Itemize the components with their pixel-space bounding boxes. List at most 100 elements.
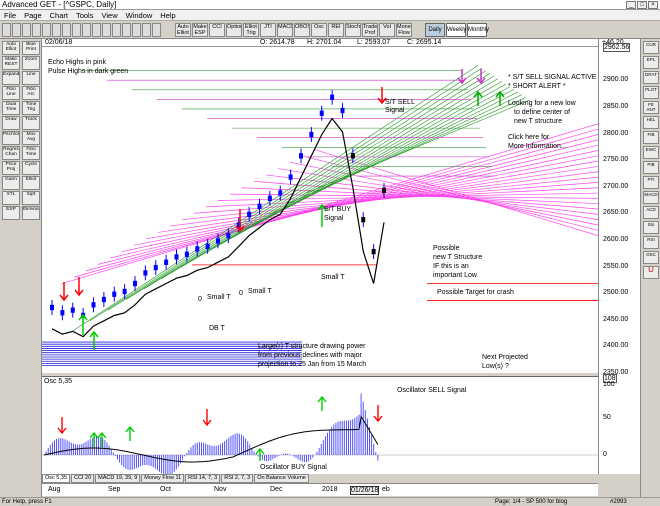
toolbar-icon-2[interactable]	[22, 23, 31, 37]
menu-chart[interactable]: Chart	[49, 10, 68, 20]
toolbar-icon-8[interactable]	[82, 23, 91, 37]
small-t-3: Small T	[321, 274, 345, 281]
tool-osc[interactable]: Osc	[311, 23, 327, 37]
left-tool-blue-print[interactable]: Blue Print	[22, 41, 40, 55]
toolbar-icon-10[interactable]	[102, 23, 111, 37]
right-tool-plot[interactable]: PLOT	[643, 86, 659, 99]
toolbar-icon-15[interactable]	[152, 23, 161, 37]
close-button[interactable]: ×	[648, 0, 658, 9]
tool-cci[interactable]: CCI	[209, 23, 225, 37]
menu-file[interactable]: File	[4, 10, 17, 20]
right-tool-pti[interactable]: PTI	[643, 176, 659, 189]
left-tool-xtl[interactable]: XTL	[2, 191, 20, 205]
toolbar-icon-14[interactable]	[142, 23, 151, 37]
right-tool-sto[interactable]: Sto	[643, 221, 659, 234]
tab-money[interactable]: Money Flow 11	[141, 474, 185, 483]
tab-osc[interactable]: Osc 5,35	[42, 474, 71, 483]
toolbar-icon-5[interactable]	[52, 23, 61, 37]
echo-line	[265, 174, 598, 215]
right-tool-drat[interactable]: DRAT	[643, 71, 659, 84]
tool-obos[interactable]: OBOS	[294, 23, 310, 37]
toolbar-icon-12[interactable]	[122, 23, 131, 37]
left-tool-auto-elliot[interactable]: Auto Elliot	[2, 41, 20, 55]
tool-make-esp[interactable]: Make ESP	[192, 23, 208, 37]
left-tool-regres-chan[interactable]: Regres Chan	[2, 146, 20, 160]
right-tool-epl[interactable]: EPL	[643, 56, 659, 69]
left-tool-pitchfork[interactable]: Pitchfork	[2, 131, 20, 145]
tool-money-flow[interactable]: Money Flow	[396, 23, 412, 37]
oscillator-panel[interactable]: Osc 5,35 Oscillator SELL Signal Oscillat…	[42, 376, 598, 474]
menu-view[interactable]: View	[101, 10, 118, 20]
tab-on[interactable]: On Balance Volume	[254, 474, 309, 483]
menu-help[interactable]: Help	[160, 10, 176, 20]
left-tool-fibo-arc[interactable]: Fibo Arc	[22, 86, 40, 100]
toolbar-icon-4[interactable]	[42, 23, 51, 37]
price-chart[interactable]: Echo Highs in pink Pulse Highs in dark g…	[42, 47, 598, 373]
menu-window[interactable]: Window	[125, 10, 153, 20]
left-tool-line[interactable]: Line	[22, 71, 40, 85]
right-tool-fib[interactable]: FIB	[643, 131, 659, 144]
menu-page[interactable]: Page	[24, 10, 42, 20]
left-tool-zoom[interactable]: Zoom	[22, 56, 40, 70]
left-tool-cycle[interactable]: Cycle	[22, 161, 40, 175]
period-weekly[interactable]: Weekly	[446, 23, 467, 37]
tool-macd[interactable]: MACD	[277, 23, 293, 37]
more-info-link[interactable]: More Information...	[508, 143, 567, 150]
left-tool-fibo-line[interactable]: Fibo Line	[2, 86, 20, 100]
left-tool-eliminator[interactable]: Eliminator	[22, 206, 40, 220]
toolbar-icon-11[interactable]	[112, 23, 121, 37]
toolbar-icon-13[interactable]	[132, 23, 141, 37]
tool-trade-prof[interactable]: Trade Prof	[362, 23, 378, 37]
tool-stoch[interactable]: Stoch	[345, 23, 361, 37]
osc-arrowhead	[97, 431, 107, 439]
left-tool-gann[interactable]: Gann	[2, 176, 20, 190]
tab-macd[interactable]: MACD 19, 39, 9	[95, 474, 141, 483]
left-tool-price-proj[interactable]: Price Proj	[2, 161, 20, 175]
left-tool-elliot[interactable]: Elliot	[22, 176, 40, 190]
period-monthly[interactable]: Monthly	[467, 23, 489, 37]
left-tool-esp[interactable]: ESP	[2, 206, 20, 220]
price-tick: 2500.00	[603, 289, 629, 297]
osc-signal-line	[43, 415, 379, 463]
left-tool-draw[interactable]: Draw	[2, 116, 20, 130]
menu-tools[interactable]: Tools	[75, 10, 94, 20]
period-daily[interactable]: Daily	[425, 23, 445, 37]
left-tool-fibo-time[interactable]: Fibo Time	[22, 146, 40, 160]
left-tool-make-rest[interactable]: Make REST	[2, 56, 20, 70]
right-tool-fe-ant[interactable]: FE ANT	[643, 101, 659, 114]
left-tool-track[interactable]: Track	[22, 116, 40, 130]
toolbar-icon-3[interactable]	[32, 23, 41, 37]
left-tool-mov-avg[interactable]: Mov Avg	[22, 131, 40, 145]
tool-rei[interactable]: REI	[328, 23, 344, 37]
right-tool-macd[interactable]: MACD	[643, 191, 659, 204]
left-tool-time-trig[interactable]: Time Trig	[22, 101, 40, 115]
right-tool-ewc[interactable]: EWC	[643, 146, 659, 159]
click-here-link[interactable]: Click here for	[508, 134, 550, 141]
toolbar-icon-9[interactable]	[92, 23, 101, 37]
left-tool-expand[interactable]: Expand	[2, 71, 20, 85]
echo-line	[109, 144, 598, 259]
tool-options[interactable]: Options	[226, 23, 242, 37]
right-tool-hel[interactable]: HEL	[643, 116, 659, 129]
tab-rsi[interactable]: RSI 2, 7, 3	[221, 474, 254, 483]
tab-cci[interactable]: CCI 20	[71, 474, 95, 483]
toolbar-icon-0[interactable]	[2, 23, 11, 37]
tool-jti[interactable]: JTI	[260, 23, 276, 37]
right-tool-osc[interactable]: OSC	[643, 251, 659, 264]
left-tool-dual-time[interactable]: Dual Time	[2, 101, 20, 115]
toolbar-icon-7[interactable]	[72, 23, 81, 37]
tool-auto-elliot[interactable]: Auto Elliot	[175, 23, 191, 37]
right-tool-u[interactable]: U	[643, 266, 659, 279]
toolbar-icon-6[interactable]	[62, 23, 71, 37]
tab-rsi[interactable]: RSI 14, 7, 3	[185, 474, 221, 483]
right-tool-acd[interactable]: ACD	[643, 206, 659, 219]
right-tool-rsi[interactable]: RSI	[643, 236, 659, 249]
right-tool-pib[interactable]: PIB	[643, 161, 659, 174]
tool-vol[interactable]: Vol	[379, 23, 395, 37]
tool-elliot-trig[interactable]: Elliot Trig	[243, 23, 259, 37]
left-tool-sqrt[interactable]: Sqrt	[22, 191, 40, 205]
minimize-button[interactable]: _	[626, 0, 636, 9]
toolbar-icon-1[interactable]	[12, 23, 21, 37]
right-tool-cur[interactable]: CUR	[643, 41, 659, 54]
maximize-button[interactable]: □	[637, 0, 647, 9]
